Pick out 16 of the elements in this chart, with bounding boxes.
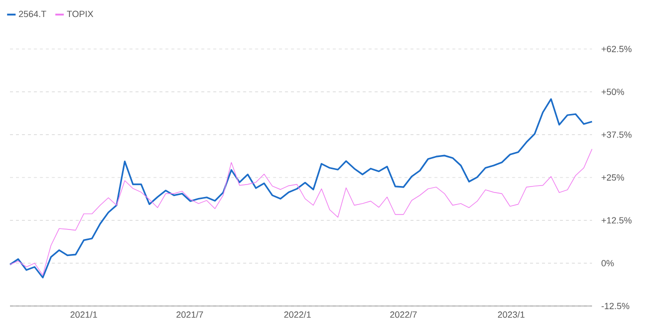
y-tick-label: +12.5% [602, 217, 632, 224]
legend-label: TOPIX [66, 10, 94, 18]
y-tick-label: +62.5% [602, 46, 632, 52]
x-tick-label: 2022/7 [390, 311, 417, 318]
y-tick-label: +25% [602, 174, 624, 181]
legend-label: 2564.T [18, 10, 46, 18]
y-tick-label: -12.5% [602, 302, 630, 310]
x-tick-label: 2021/1 [70, 311, 98, 318]
y-tick-label: +50% [602, 88, 624, 96]
line-series [10, 148, 592, 276]
y-tick-label: +37.5% [602, 131, 632, 138]
line-series [9, 98, 593, 278]
x-tick-label: 2022/1 [284, 311, 311, 318]
x-tick-label: 2021/7 [176, 311, 204, 318]
x-tick-label: 2023/1 [498, 311, 524, 318]
y-tick-label: 0% [602, 260, 614, 266]
